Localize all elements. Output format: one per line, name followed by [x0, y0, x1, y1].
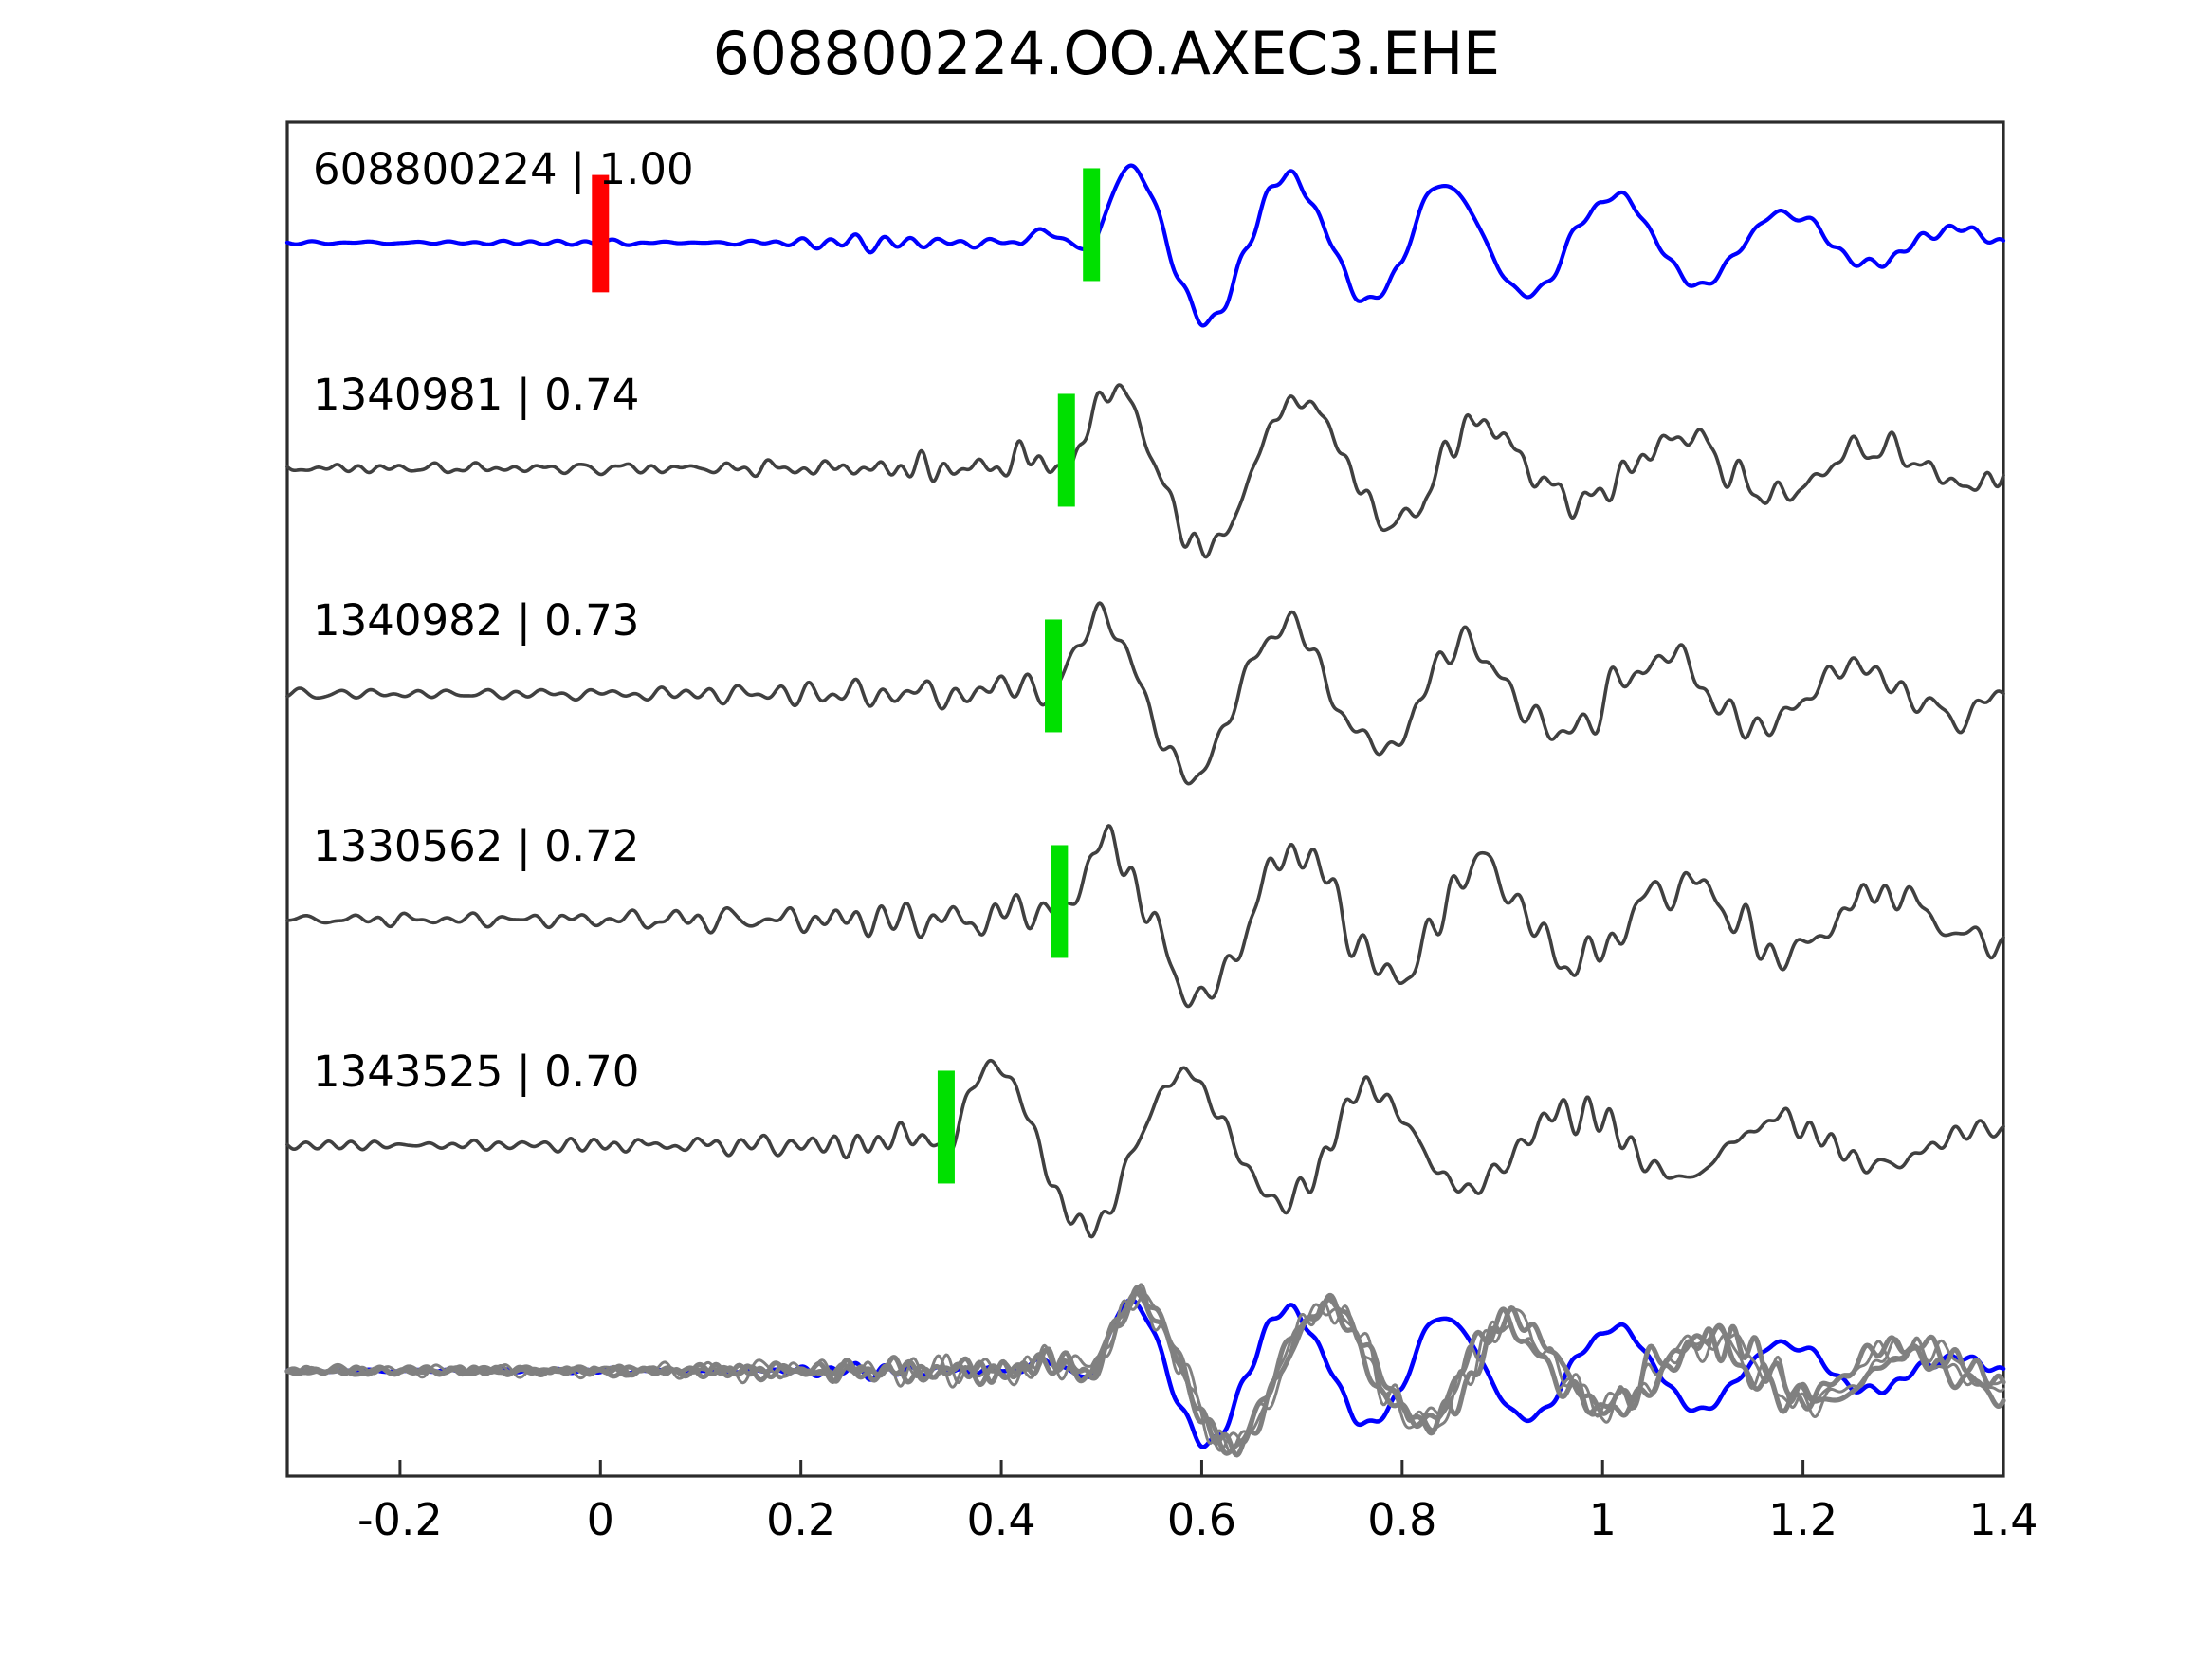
x-tick-label: 1	[1589, 1494, 1617, 1545]
x-tick-label: 1.2	[1768, 1494, 1837, 1545]
trace-label-1330562: 1330562 | 0.72	[313, 821, 639, 871]
phase-pick-marker	[1057, 393, 1075, 507]
trace-label-1340982: 1340982 | 0.73	[313, 595, 639, 646]
origin-time-marker	[592, 174, 610, 293]
trace-lines	[284, 163, 2006, 1458]
plot-border	[285, 120, 2005, 1478]
waveform-trace	[285, 383, 2005, 559]
phase-pick-marker	[937, 1070, 955, 1184]
phase-pick-marker	[1045, 619, 1063, 733]
x-tick-label: 1.4	[1968, 1494, 2038, 1545]
x-tick-label: 0.6	[1167, 1494, 1236, 1545]
waveform-trace	[285, 601, 2005, 786]
plot-frame	[285, 120, 2005, 1478]
trace-label-1343525: 1343525 | 0.70	[313, 1047, 639, 1097]
trace-label-1340981: 1340981 | 0.74	[313, 370, 639, 420]
trace-label-608800224: 608800224 | 1.00	[313, 144, 694, 194]
x-tick-label: 0.4	[966, 1494, 1035, 1545]
waveform-trace	[284, 163, 2006, 328]
x-axis-ticks	[398, 1460, 2005, 1476]
waveform-trace	[285, 824, 2005, 1009]
overlay-waveform-trace	[284, 1290, 2006, 1458]
trace-labels: 608800224 | 1.00 1340981 | 0.74 1340982 | …	[313, 144, 694, 1097]
phase-pick-marker	[1051, 845, 1069, 958]
x-tick-label: 0	[587, 1494, 614, 1545]
x-axis-tick-labels: -0.2 0 0.2 0.4 0.6 0.8 1 1.2 1.4	[357, 1494, 2038, 1545]
x-tick-label: 0.8	[1367, 1494, 1436, 1545]
page-title: 608800224.OO.AXEC3.EHE	[712, 19, 1501, 88]
pick-markers	[592, 168, 1101, 1184]
waveform-trace	[285, 1058, 2005, 1239]
phase-pick-marker	[1083, 168, 1101, 282]
x-tick-label: -0.2	[357, 1494, 443, 1545]
x-tick-label: 0.2	[766, 1494, 835, 1545]
